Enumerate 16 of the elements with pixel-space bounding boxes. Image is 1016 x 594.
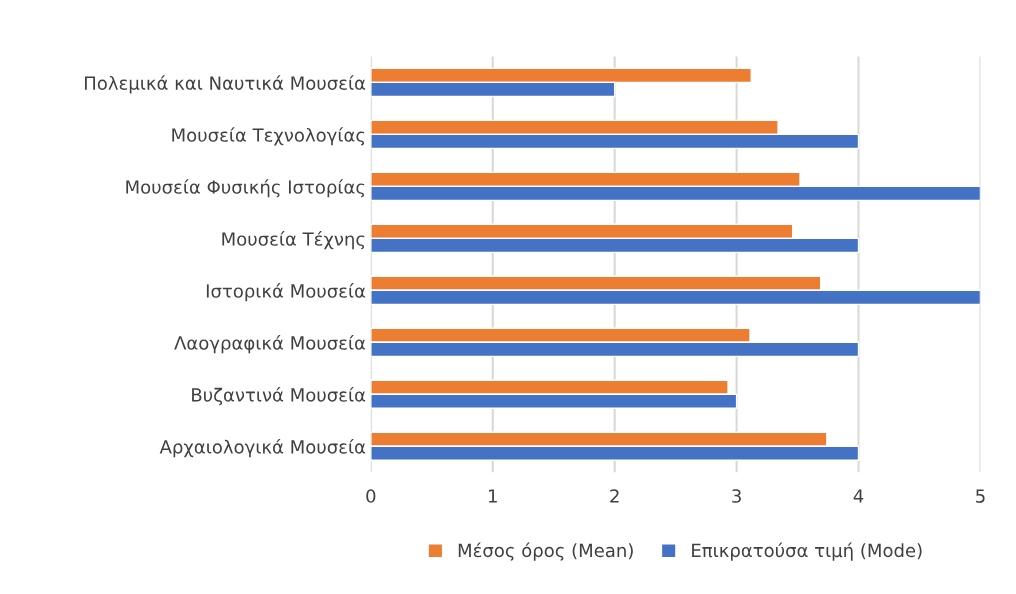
x-tick-label: 0 xyxy=(366,489,376,503)
y-tick-label: Πολεμικά και Ναυτικά Μουσεία xyxy=(85,75,366,94)
y-tick-label: Βυζαντινά Μουσεία xyxy=(192,387,366,406)
y-tick-label: Λαογραφικά Μουσεία xyxy=(174,335,366,354)
y-tick-label: Ιστορικά Μουσεία xyxy=(206,283,366,302)
y-tick-label: Μουσεία Τέχνης xyxy=(222,231,365,250)
y-tick-label: Αρχαιολογικά Μουσεία xyxy=(159,439,366,458)
y-tick-label: Μουσεία Τεχνολογίας xyxy=(172,127,365,146)
legend-label: Μέσος όρος (Mean) xyxy=(458,542,633,561)
y-tick-label: Μουσεία Φυσικής Ιστορίας xyxy=(126,179,365,198)
x-tick-label: 5 xyxy=(976,489,985,503)
x-tick-label: 1 xyxy=(489,489,497,503)
legend-label: Επικρατούσα τιμή (Mode) xyxy=(692,542,922,561)
x-tick-label: 4 xyxy=(853,489,864,503)
x-tick-label: 2 xyxy=(610,489,619,503)
x-tick-label: 3 xyxy=(732,489,741,503)
